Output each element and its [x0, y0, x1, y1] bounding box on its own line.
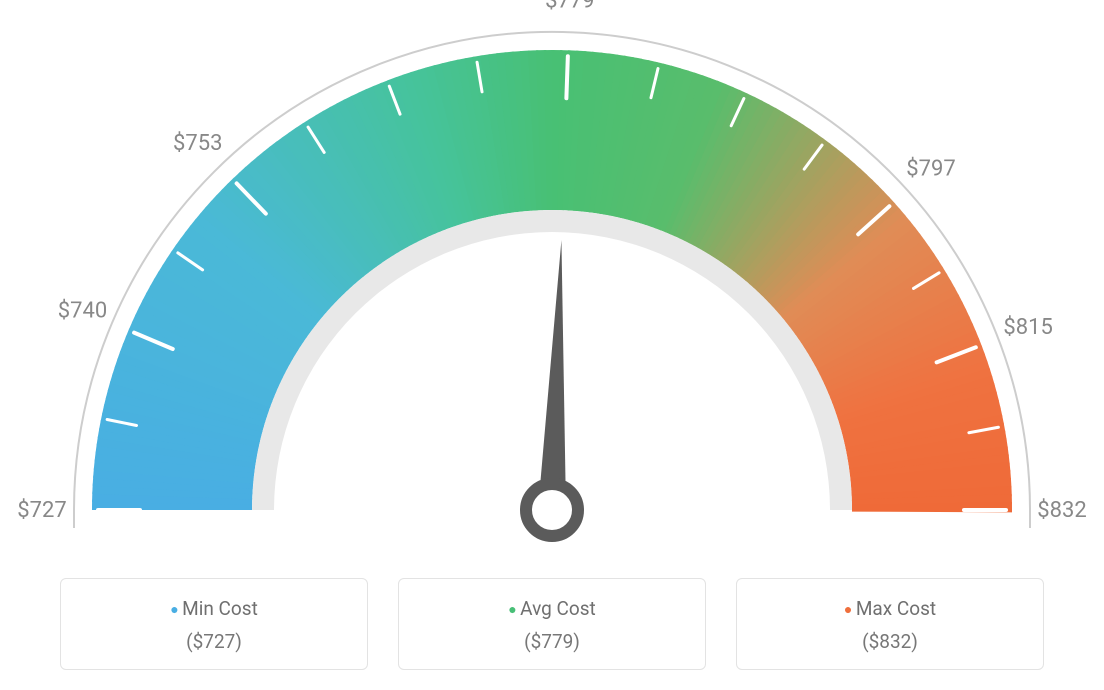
- svg-text:$832: $832: [1037, 498, 1086, 523]
- legend-row: Min Cost ($727) Avg Cost ($779) Max Cost…: [0, 578, 1104, 670]
- gauge-svg: $727 $740 $753 $779 $797 $815 $832: [0, 0, 1104, 560]
- legend-avg-value: ($779): [409, 630, 695, 653]
- svg-text:$727: $727: [17, 498, 66, 523]
- legend-max-title: Max Cost: [747, 597, 1033, 620]
- legend-min-value: ($727): [71, 630, 357, 653]
- legend-card-avg: Avg Cost ($779): [398, 578, 706, 670]
- legend-card-max: Max Cost ($832): [736, 578, 1044, 670]
- svg-text:$740: $740: [58, 299, 107, 324]
- svg-text:$797: $797: [906, 157, 955, 182]
- legend-min-title: Min Cost: [71, 597, 357, 620]
- svg-text:$753: $753: [173, 131, 222, 156]
- svg-text:$815: $815: [1003, 315, 1052, 340]
- legend-max-value: ($832): [747, 630, 1033, 653]
- svg-text:$779: $779: [545, 0, 594, 13]
- gauge-chart: $727 $740 $753 $779 $797 $815 $832: [0, 0, 1104, 560]
- legend-card-min: Min Cost ($727): [60, 578, 368, 670]
- legend-avg-title: Avg Cost: [409, 597, 695, 620]
